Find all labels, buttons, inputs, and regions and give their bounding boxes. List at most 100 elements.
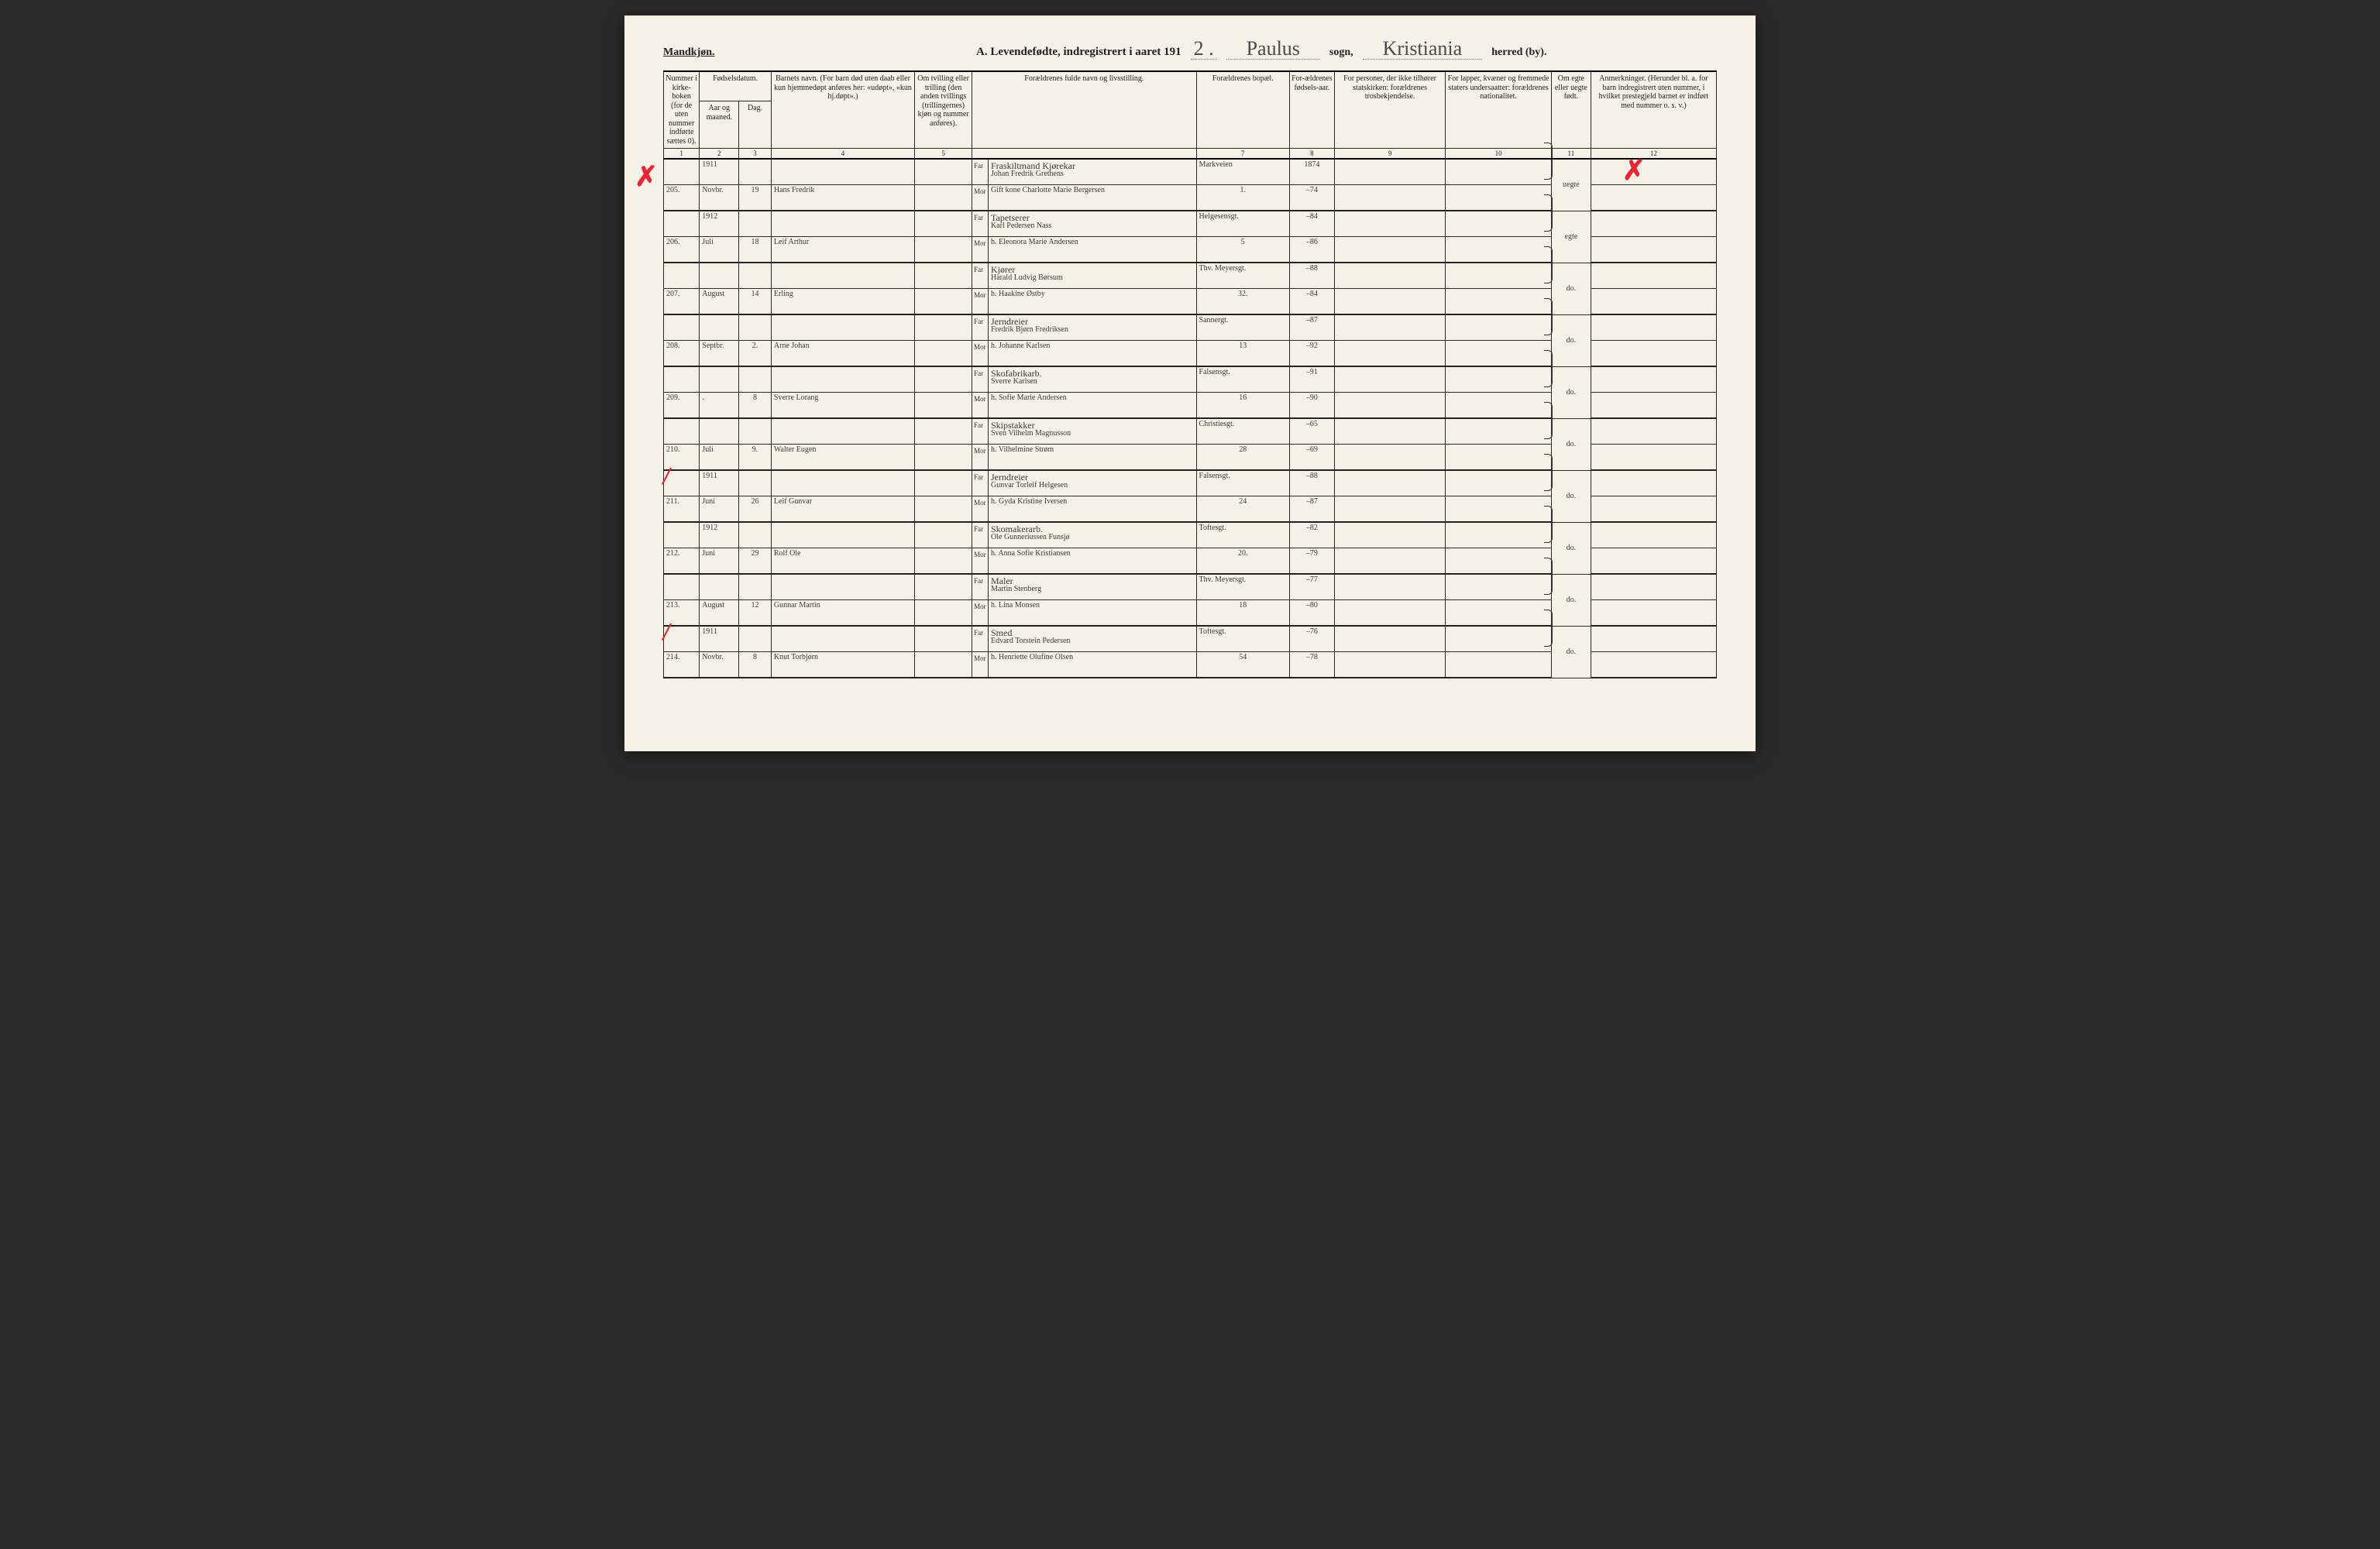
- cell-father: Fraskiltmand KjørekarJohan Fredrik Greth…: [989, 159, 1197, 185]
- cell-far-label: Far: [972, 263, 989, 289]
- cell-twin: [915, 626, 972, 652]
- cell-nationality: [1446, 496, 1552, 523]
- cell-number: 214.: [664, 652, 700, 678]
- cell-father: JerndreierGunvar Torleif Helgesen: [989, 470, 1197, 496]
- cell-far-label: Far: [972, 159, 989, 185]
- cell-faith: [1334, 548, 1446, 575]
- cell-number: [664, 211, 700, 237]
- cell-year: 1911: [700, 159, 739, 185]
- cell-year: 1911: [700, 470, 739, 496]
- cell-child: Knut Torbjørn: [771, 652, 914, 678]
- cell-far-label: Far: [972, 366, 989, 393]
- cell-child: Rolf Ole: [771, 548, 914, 575]
- cell-year: 1912: [700, 522, 739, 548]
- page-header: Mandkjøn. A. Levendefødte, indregistrert…: [663, 39, 1717, 60]
- title-line: A. Levendefødte, indregistrert i aaret 1…: [807, 39, 1717, 60]
- title-year-hand: 2 .: [1191, 39, 1217, 60]
- cell-father: SmedEdvard Torstein Pedersen: [989, 626, 1197, 652]
- cell-legit: do.: [1551, 626, 1591, 678]
- cell-father-year: –88: [1289, 470, 1334, 496]
- cell-twin: [915, 393, 972, 419]
- cell-mother-year: –90: [1289, 393, 1334, 419]
- cell-remarks: [1591, 470, 1716, 496]
- col-10-header: For lapper, kvæner og fremmede staters u…: [1446, 71, 1552, 149]
- cell-remarks: [1591, 600, 1716, 627]
- col-2-header: Aar og maaned.: [700, 101, 739, 149]
- cell-faith: [1334, 600, 1446, 627]
- cell-faith: [1334, 263, 1446, 289]
- cell-address2: 18: [1196, 600, 1289, 627]
- cell-father-year: –88: [1289, 263, 1334, 289]
- cell-twin: [915, 289, 972, 315]
- cell-nationality: [1446, 393, 1552, 419]
- cell-nationality: [1446, 211, 1552, 237]
- cell-number: [664, 366, 700, 393]
- colnum-4: 4: [771, 149, 914, 160]
- cell-child: [771, 263, 914, 289]
- cell-address: Markveien: [1196, 159, 1289, 185]
- cell-mother: h. Anna Sofie Kristiansen: [989, 548, 1197, 575]
- cell-day: [739, 626, 772, 652]
- cell-month: Septbr.: [700, 341, 739, 367]
- register-table: Nummer i kirke-boken (for de uten nummer…: [663, 70, 1717, 678]
- cell-number: [664, 263, 700, 289]
- cell-father-year: –91: [1289, 366, 1334, 393]
- cell-child: [771, 418, 914, 445]
- cell-day: [739, 574, 772, 600]
- cell-number: ✗: [664, 159, 700, 185]
- cell-year: 1911: [700, 626, 739, 652]
- cell-mor-label: Mor: [972, 393, 989, 419]
- cell-child: [771, 522, 914, 548]
- cell-year: 1912: [700, 211, 739, 237]
- cell-mor-label: Mor: [972, 652, 989, 678]
- cell-twin: [915, 600, 972, 627]
- cell-child: Erling: [771, 289, 914, 315]
- col-7-header: Forældrenes bopæl.: [1196, 71, 1289, 149]
- table-row: FarSkipstakkerSven Vilhelm MagnussonChri…: [664, 418, 1717, 445]
- cell-number: 210.: [664, 445, 700, 471]
- cell-remarks: [1591, 237, 1716, 263]
- cell-address2: 1.: [1196, 185, 1289, 211]
- cell-father: KjørerHarald Ludvig Børsum: [989, 263, 1197, 289]
- cell-far-label: Far: [972, 574, 989, 600]
- cell-mother: h. Haakine Østby: [989, 289, 1197, 315]
- cell-nationality: [1446, 185, 1552, 211]
- cell-legit: uegte: [1551, 159, 1591, 211]
- cell-child: [771, 626, 914, 652]
- cell-child: Hans Fredrik: [771, 185, 914, 211]
- cell-number: 205.: [664, 185, 700, 211]
- cell-mother-year: –86: [1289, 237, 1334, 263]
- colnum-2: 2: [700, 149, 739, 160]
- cell-address: Sannergt.: [1196, 314, 1289, 341]
- cell-mor-label: Mor: [972, 237, 989, 263]
- cell-faith: [1334, 445, 1446, 471]
- cell-mother: h. Gyda Kristine Iversen: [989, 496, 1197, 523]
- cell-remarks: [1591, 548, 1716, 575]
- cell-nationality: [1446, 626, 1552, 652]
- cell-child: Leif Arthur: [771, 237, 914, 263]
- cell-twin: [915, 418, 972, 445]
- cell-day: 14: [739, 289, 772, 315]
- cell-number: [664, 418, 700, 445]
- cell-father: MalerMartin Stenberg: [989, 574, 1197, 600]
- cell-faith: [1334, 314, 1446, 341]
- red-x-mark: ✗: [635, 163, 658, 191]
- col-6-header: Forældrenes fulde navn og livsstilling.: [972, 71, 1196, 149]
- cell-mor-label: Mor: [972, 445, 989, 471]
- cell-mor-label: Mor: [972, 548, 989, 575]
- cell-faith: [1334, 574, 1446, 600]
- cell-far-label: Far: [972, 470, 989, 496]
- table-row: FarKjørerHarald Ludvig BørsumThv. Meyers…: [664, 263, 1717, 289]
- cell-father-year: –65: [1289, 418, 1334, 445]
- cell-mother: Gift kone Charlotte Marie Bergersen: [989, 185, 1197, 211]
- cell-day: 12: [739, 600, 772, 627]
- cell-nationality: [1446, 237, 1552, 263]
- cell-remarks: ✗: [1591, 159, 1716, 185]
- cell-number: ╱: [664, 470, 700, 496]
- col-12-header: Anmerkninger. (Herunder bl. a. for barn …: [1591, 71, 1716, 149]
- ledger-page: Mandkjøn. A. Levendefødte, indregistrert…: [624, 15, 1756, 751]
- cell-nationality: [1446, 522, 1552, 548]
- cell-child: [771, 314, 914, 341]
- cell-faith: [1334, 626, 1446, 652]
- cell-twin: [915, 263, 972, 289]
